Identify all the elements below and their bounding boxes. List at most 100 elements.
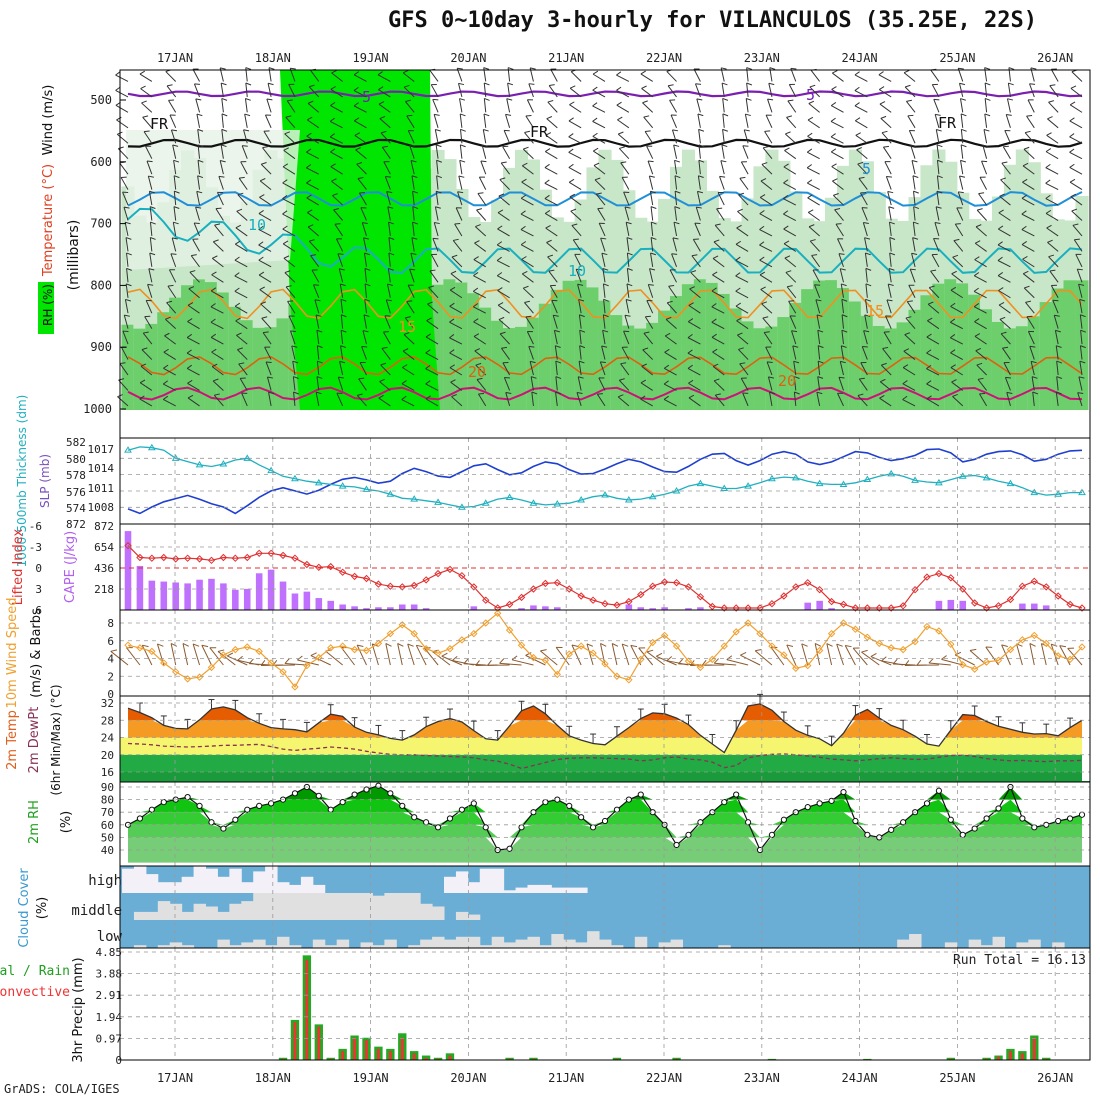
wind-barb-flag — [507, 82, 514, 86]
wind-barb-staff — [283, 257, 296, 268]
wind-barb-staff — [958, 83, 964, 98]
upper-wind-barb — [904, 332, 916, 345]
wind-barb-flag — [954, 651, 962, 656]
upper-wind-barb — [973, 272, 987, 283]
upper-wind-barb — [412, 206, 419, 221]
wind-speed-marker — [148, 647, 156, 656]
wind-barb-staff — [125, 283, 129, 298]
wind-barb-flag — [645, 130, 651, 133]
wind-barb-flag — [211, 271, 217, 276]
upper-wind-barb — [163, 348, 176, 360]
wind-barb-staff — [142, 116, 153, 129]
wind-barb-flag — [473, 303, 479, 308]
wind-barb-staff — [258, 229, 272, 237]
wind-barb-staff — [449, 367, 463, 376]
upper-wind-barb — [642, 100, 654, 113]
upper-wind-barb — [912, 237, 919, 252]
wind-barb-staff — [310, 69, 320, 82]
wind-barb-flag — [650, 252, 657, 256]
rh-marker — [685, 831, 692, 838]
wind-barb-staff — [307, 212, 320, 221]
wind-barb-staff — [714, 662, 737, 666]
upper-wind-barb — [1046, 132, 1059, 144]
wind-barb-flag — [627, 252, 633, 256]
wind-barb-flag — [484, 82, 490, 86]
wind-barb-staff — [618, 379, 630, 391]
wind-barb-staff — [197, 144, 201, 159]
wind-barb-staff — [950, 305, 963, 314]
precip-convective-bar — [1044, 1058, 1048, 1060]
upper-wind-barb — [950, 302, 963, 314]
wind-barb-flag — [1007, 98, 1013, 101]
wind-barb-staff — [211, 366, 224, 376]
upper-wind-barb — [950, 349, 963, 360]
wind-barb-staff — [234, 259, 248, 268]
wind-unit-axis-label: (m/s) & Barbs — [29, 608, 44, 698]
upper-wind-barb — [290, 330, 297, 345]
wind-barb-flag — [197, 128, 204, 132]
wind-barb-staff — [378, 89, 391, 98]
wind-barb-staff — [951, 381, 964, 391]
upper-wind-barb — [195, 98, 202, 113]
wind-barb-flag — [592, 102, 598, 107]
upper-wind-barb — [1022, 255, 1035, 268]
wind-barb-flag — [664, 332, 671, 337]
wind-barb-flag — [579, 314, 585, 318]
upper-wind-barb — [457, 191, 464, 206]
wind-barb-flag — [258, 241, 264, 246]
surface-wind-barb — [1016, 643, 1023, 666]
wind-barb-staff — [425, 352, 439, 361]
pressure-tick-label: 600 — [90, 155, 112, 169]
upper-wind-barb — [311, 269, 320, 283]
upper-wind-barb — [977, 377, 987, 391]
surface-wind-barb — [985, 646, 999, 666]
wind-barb-staff — [212, 257, 224, 268]
wind-barb-staff — [506, 98, 511, 113]
wind-barb-staff — [409, 145, 415, 159]
wind-barb-flag — [736, 224, 742, 229]
wind-barb-staff — [788, 84, 797, 98]
wind-barb-flag — [1001, 161, 1008, 164]
surface-wind-barb — [1067, 647, 1083, 666]
wind-barb-staff — [124, 299, 129, 314]
contour-label: 10 — [568, 262, 586, 280]
wind-barb-staff — [1079, 314, 1083, 329]
wind-barb-flag — [331, 178, 337, 182]
upper-wind-barb — [148, 190, 155, 206]
wind-barb-flag — [284, 131, 291, 135]
wind-barb-flag — [735, 287, 741, 292]
wind-barb-staff — [913, 206, 916, 221]
wind-barb-staff — [930, 69, 940, 82]
wind-barb-staff — [125, 237, 129, 252]
wind-barb-staff — [213, 394, 224, 407]
wind-barb-flag — [115, 86, 121, 91]
upper-wind-barb — [621, 176, 630, 190]
upper-wind-barb — [621, 346, 630, 360]
upper-wind-barb — [552, 314, 559, 329]
wind-barb-flag — [334, 223, 341, 225]
wind-barb-flag — [794, 391, 800, 395]
upper-wind-barb — [568, 133, 582, 144]
wind-barb-staff — [1045, 198, 1059, 206]
contour-label: 15 — [866, 302, 884, 320]
wind-barb-staff — [689, 288, 701, 299]
upper-wind-barb — [123, 206, 130, 221]
upper-wind-barb — [984, 113, 991, 128]
upper-wind-barb — [282, 194, 296, 206]
wind-barb-staff — [616, 89, 630, 98]
wind-barb-flag — [865, 298, 871, 302]
wind-barb-staff — [960, 160, 964, 175]
cape-bar — [410, 604, 418, 610]
wind-speed-marker — [565, 650, 573, 658]
wind-barb-flag — [926, 380, 932, 385]
upper-wind-barb — [569, 85, 582, 98]
upper-wind-barb — [359, 362, 367, 376]
upper-wind-barb — [142, 331, 153, 345]
wind-barb-flag — [307, 224, 314, 228]
wind-speed-marker — [183, 675, 192, 683]
wind-barb-flag — [715, 223, 721, 226]
wind-barb-staff — [839, 361, 844, 376]
wind-barb-staff — [688, 321, 701, 330]
wind-barb-staff — [336, 392, 344, 407]
upper-wind-barb — [641, 363, 654, 376]
